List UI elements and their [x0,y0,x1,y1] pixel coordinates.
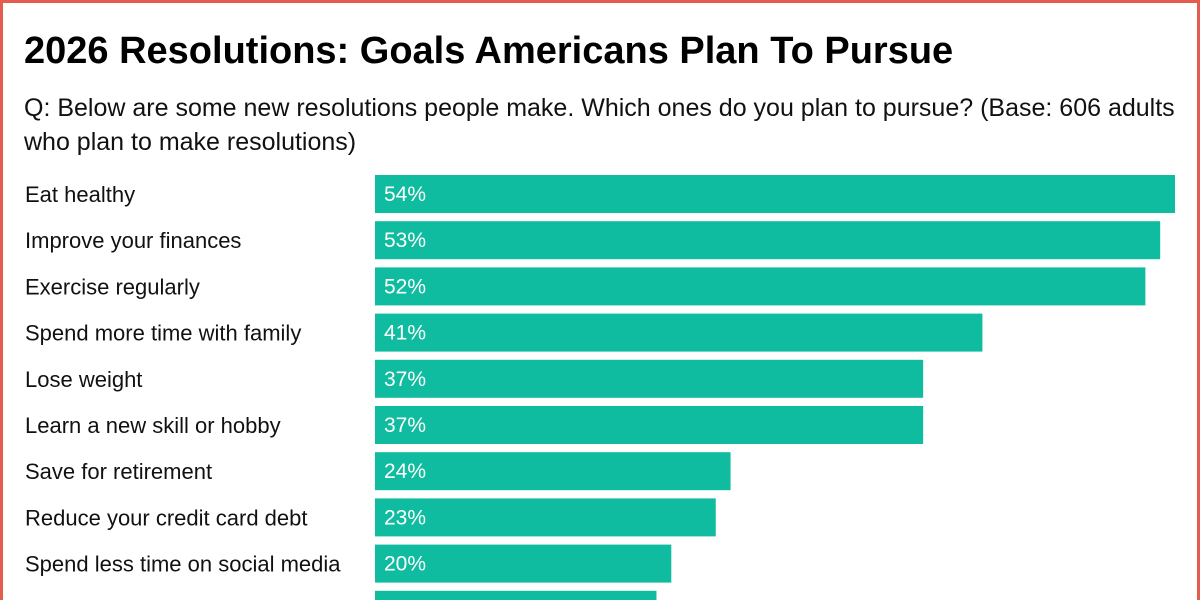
bar-exercise-regularly [375,267,1146,306]
value-label-save-for-retirement: 24% [384,460,426,483]
bar-lose-weight [375,359,924,398]
value-label-spend-more-time-with-family: 41% [384,322,426,345]
bar-learn-a-new-skill-or-hobby [375,406,924,444]
bar-save-for-retirement [375,452,731,491]
category-label-save-for-retirement: Save for retirement [25,459,212,484]
value-label-learn-a-new-skill-or-hobby: 37% [384,414,426,437]
category-label-improve-your-finances: Improve your finances [25,228,241,253]
category-label-eat-healthy: Eat healthy [25,182,135,207]
value-label-exercise-regularly: 52% [384,275,426,298]
category-label-learn-a-new-skill-or-hobby: Learn a new skill or hobby [25,413,281,438]
bar-spend-less-time-on-social-media [375,544,672,583]
bar-reduce-your-credit-card-debt [375,498,716,537]
category-label-exercise-regularly: Exercise regularly [25,274,200,299]
bar-eat-healthy [375,175,1175,213]
category-label-reduce-your-credit-card-debt: Reduce your credit card debt [25,505,308,530]
category-label-spend-more-time-with-family: Spend more time with family [25,321,301,346]
bar-chart: Eat healthy 54% Improve your finances 53% Ex… [25,175,1175,600]
bar-spend-more-time-with-family [375,313,983,352]
value-label-spend-less-time-on-social-media: 20% [384,553,426,576]
category-label-lose-weight: Lose weight [25,367,142,392]
value-label-reduce-your-credit-card-debt: 23% [384,506,426,529]
value-label-lose-weight: 37% [384,368,426,391]
value-label-eat-healthy: 54% [384,183,426,206]
category-label-spend-less-time-on-social-media: Spend less time on social media [25,552,341,577]
chart-subtitle: Q: Below are some new resolutions people… [24,94,1175,156]
bar-improve-your-finances [375,221,1161,260]
value-label-improve-your-finances: 53% [384,229,426,252]
chart-title: 2026 Resolutions: Goals Americans Plan T… [24,30,954,72]
bar-partially-visible [375,590,657,600]
